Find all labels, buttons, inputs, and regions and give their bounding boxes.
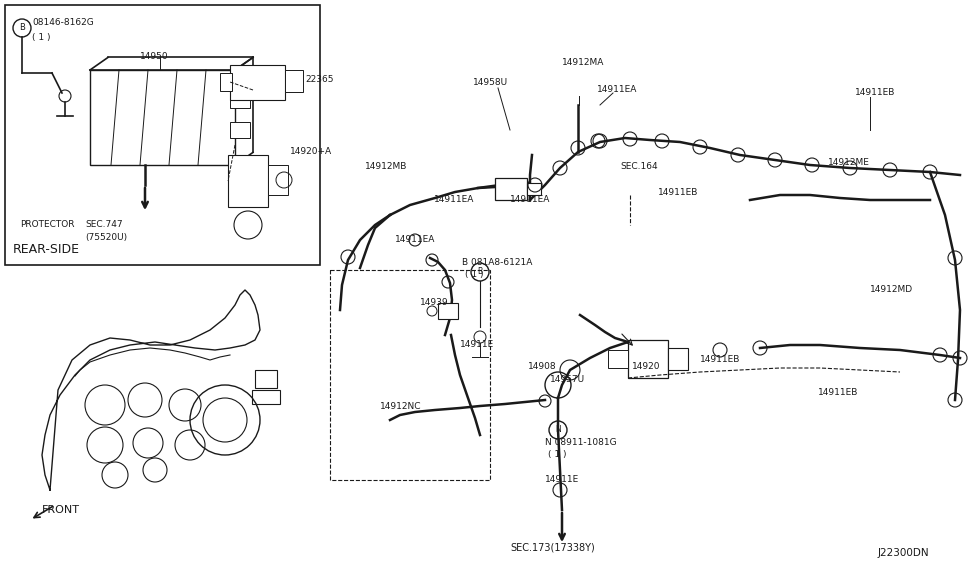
Text: 14957U: 14957U xyxy=(550,375,585,384)
Bar xyxy=(230,65,285,100)
Bar xyxy=(285,70,303,92)
Text: 14911E: 14911E xyxy=(460,340,494,349)
Text: 08146-8162G: 08146-8162G xyxy=(32,18,94,27)
Text: 14920: 14920 xyxy=(632,362,660,371)
Text: REAR-SIDE: REAR-SIDE xyxy=(13,243,80,256)
Text: 14911EB: 14911EB xyxy=(855,88,895,97)
Text: B: B xyxy=(478,268,483,277)
Text: 14911EA: 14911EA xyxy=(510,195,550,204)
Text: 14912ME: 14912ME xyxy=(828,158,870,167)
Text: J22300DN: J22300DN xyxy=(878,548,929,558)
Bar xyxy=(5,5,320,265)
Text: 22365: 22365 xyxy=(305,75,333,84)
Text: SEC.173(17338Y): SEC.173(17338Y) xyxy=(510,543,595,553)
Text: 14908: 14908 xyxy=(528,362,557,371)
Text: 14912MD: 14912MD xyxy=(870,285,914,294)
Bar xyxy=(230,92,250,108)
Text: (75520U): (75520U) xyxy=(85,233,127,242)
Text: 14958U: 14958U xyxy=(473,78,508,87)
Bar xyxy=(228,155,268,207)
Bar xyxy=(255,370,277,388)
Bar xyxy=(252,390,280,404)
Text: 14920+A: 14920+A xyxy=(290,147,332,156)
Text: 14911E: 14911E xyxy=(545,475,579,484)
Text: 14911EB: 14911EB xyxy=(700,355,740,364)
Bar xyxy=(230,122,250,138)
Text: 14912NC: 14912NC xyxy=(380,402,421,411)
Text: 14911EA: 14911EA xyxy=(395,235,436,244)
Bar xyxy=(495,178,527,200)
Text: 14911EB: 14911EB xyxy=(818,388,858,397)
Bar xyxy=(268,165,288,195)
Text: 14939: 14939 xyxy=(420,298,449,307)
Bar xyxy=(668,348,688,370)
Bar xyxy=(608,350,628,368)
Text: 14911EA: 14911EA xyxy=(597,85,638,94)
Text: SEC.747: SEC.747 xyxy=(85,220,123,229)
Bar xyxy=(220,73,232,91)
Bar xyxy=(330,270,490,480)
Text: FRONT: FRONT xyxy=(42,505,80,515)
Text: ( 1 ): ( 1 ) xyxy=(548,450,566,459)
Text: 14912MB: 14912MB xyxy=(365,162,408,171)
Text: 14912MA: 14912MA xyxy=(562,58,604,67)
Text: ( 1 ): ( 1 ) xyxy=(465,270,484,279)
Text: N 08911-1081G: N 08911-1081G xyxy=(545,438,616,447)
Bar xyxy=(438,303,458,319)
Text: B: B xyxy=(20,24,25,32)
Text: 14950: 14950 xyxy=(140,52,169,61)
Text: 14911EB: 14911EB xyxy=(658,188,698,197)
Text: PROTECTOR: PROTECTOR xyxy=(20,220,74,229)
Bar xyxy=(628,340,668,378)
Text: 14911EA: 14911EA xyxy=(434,195,475,204)
Bar xyxy=(527,183,541,195)
Text: SEC.164: SEC.164 xyxy=(620,162,657,171)
Text: ( 1 ): ( 1 ) xyxy=(32,33,51,42)
Text: N: N xyxy=(555,426,561,435)
Text: B 081A8-6121A: B 081A8-6121A xyxy=(462,258,532,267)
Bar xyxy=(90,70,235,165)
